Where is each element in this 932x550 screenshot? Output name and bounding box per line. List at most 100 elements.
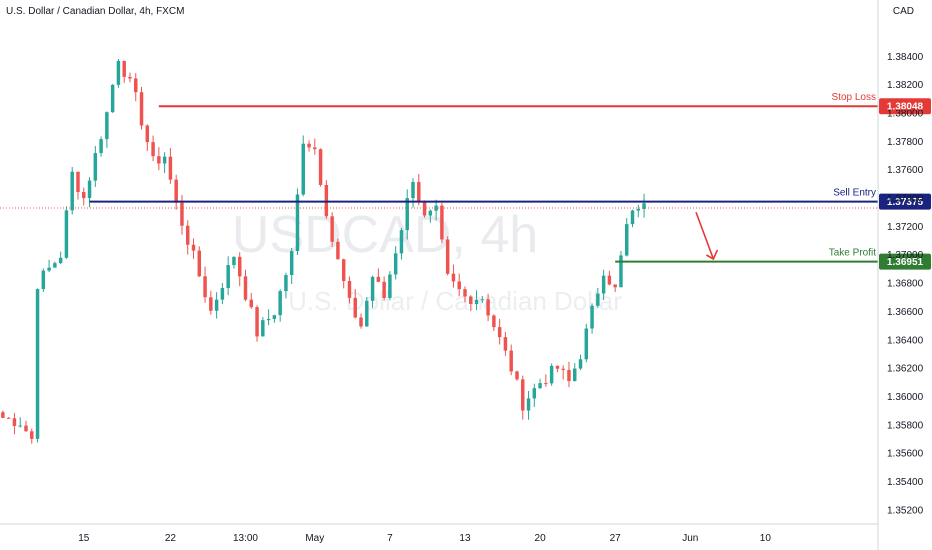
time-tick-label: 27 [610,533,622,544]
candle-body [261,320,265,337]
candle-body [70,171,74,211]
candle-body [128,76,132,79]
candle-body [613,284,617,288]
candle-body [555,365,560,369]
price-tick-label: 1.35200 [887,505,924,516]
price-tick-label: 1.38400 [887,52,924,63]
candle-body [607,275,612,285]
candle-body [642,203,646,209]
candle-body [330,216,334,242]
level-price-tag [879,193,931,210]
candle-body [457,281,461,290]
candle-body [243,276,248,300]
candle-body [289,251,294,276]
candle-body [237,256,242,277]
currency-label[interactable]: CAD [892,6,914,17]
time-tick-label: 10 [760,533,772,544]
candle-body [393,253,398,275]
candle-body [197,250,202,277]
candle-body [492,315,496,328]
time-tick-label: 22 [165,533,177,544]
time-axis[interactable]: 15 22 13:00 May 7 13 20 27 Jun 10 [0,523,878,544]
candle-body [249,299,254,308]
candle-body [30,431,34,439]
price-tick-label: 1.35800 [887,420,924,431]
price-tick-label: 1.38000 [887,109,924,120]
candle-body [313,147,317,150]
candle-body [526,398,531,411]
time-tick-label: 7 [387,533,393,544]
candle-body [336,241,340,260]
candle-body [266,318,271,321]
price-tick-label: 1.37800 [887,137,924,148]
candle-body [116,60,121,85]
candle-body [318,149,323,185]
time-tick-label: 15 [78,533,90,544]
candle-body [359,317,363,327]
candle-body [445,239,450,274]
candle-body [58,257,63,264]
price-tick-label: 1.38200 [887,80,924,91]
candle-body [515,371,519,380]
candle-body [497,327,502,338]
candle-body [157,156,161,164]
price-tick-label: 1.36600 [887,307,924,318]
candle-body [53,263,57,268]
time-tick-label: May [305,533,324,544]
watermark-description: U.S. Dollar / Canadian Dollar [288,286,622,316]
candle-body [47,267,51,271]
candle-body [301,143,305,195]
candle-body [284,275,288,292]
price-axis[interactable]: 1.38400 1.38200 1.38000 1.37800 1.37600 1.374… [877,0,924,550]
candle-body [601,275,606,294]
candle-body [480,299,485,301]
candle-body [110,84,115,113]
level-label: Take Profit [829,248,876,259]
candle-body [209,297,213,311]
candle-body [584,328,589,360]
candle-body [105,112,109,140]
candle-body [295,194,300,252]
candle-body [76,171,80,193]
price-tick-label: 1.37400 [887,194,924,205]
candles-layer [1,59,646,444]
projection-arrow[interactable] [695,211,715,260]
price-tick-label: 1.35400 [887,477,924,488]
candle-body [486,299,490,316]
candle-body [203,276,207,298]
candle-body [428,210,433,216]
candle-body [18,425,22,427]
time-tick-label: Jun [682,533,698,544]
price-tick-label: 1.36000 [887,392,924,403]
candle-body [567,369,571,382]
candle-body [278,291,282,316]
candle-body [35,289,40,439]
level-price-tag [879,98,931,115]
candle-body [122,60,126,77]
price-tick-label: 1.35600 [887,449,924,460]
symbol-title: U.S. Dollar / Canadian Dollar, 4h, FXCM [6,6,185,17]
candle-body [341,259,346,282]
candle-body [619,255,623,288]
price-tick-label: 1.36400 [887,335,924,346]
candle-body [226,265,230,288]
price-tick-label: 1.37000 [887,250,924,261]
candle-body [596,293,600,306]
price-tick-label: 1.37600 [887,165,924,176]
price-tick-label: 1.36800 [887,279,924,290]
candle-body [255,307,259,337]
candle-body [82,192,86,199]
candle-body [561,368,565,370]
candle-body [469,296,473,305]
candle-body [549,365,554,384]
candle-body [422,201,427,216]
candle-body [6,417,11,419]
candle-body [388,274,392,298]
candle-body [145,125,150,143]
price-tick-label: 1.36200 [887,364,924,375]
time-tick-label: 13:00 [233,533,258,544]
candle-body [139,92,144,126]
candle-body [538,383,542,389]
candle-body [64,210,69,258]
